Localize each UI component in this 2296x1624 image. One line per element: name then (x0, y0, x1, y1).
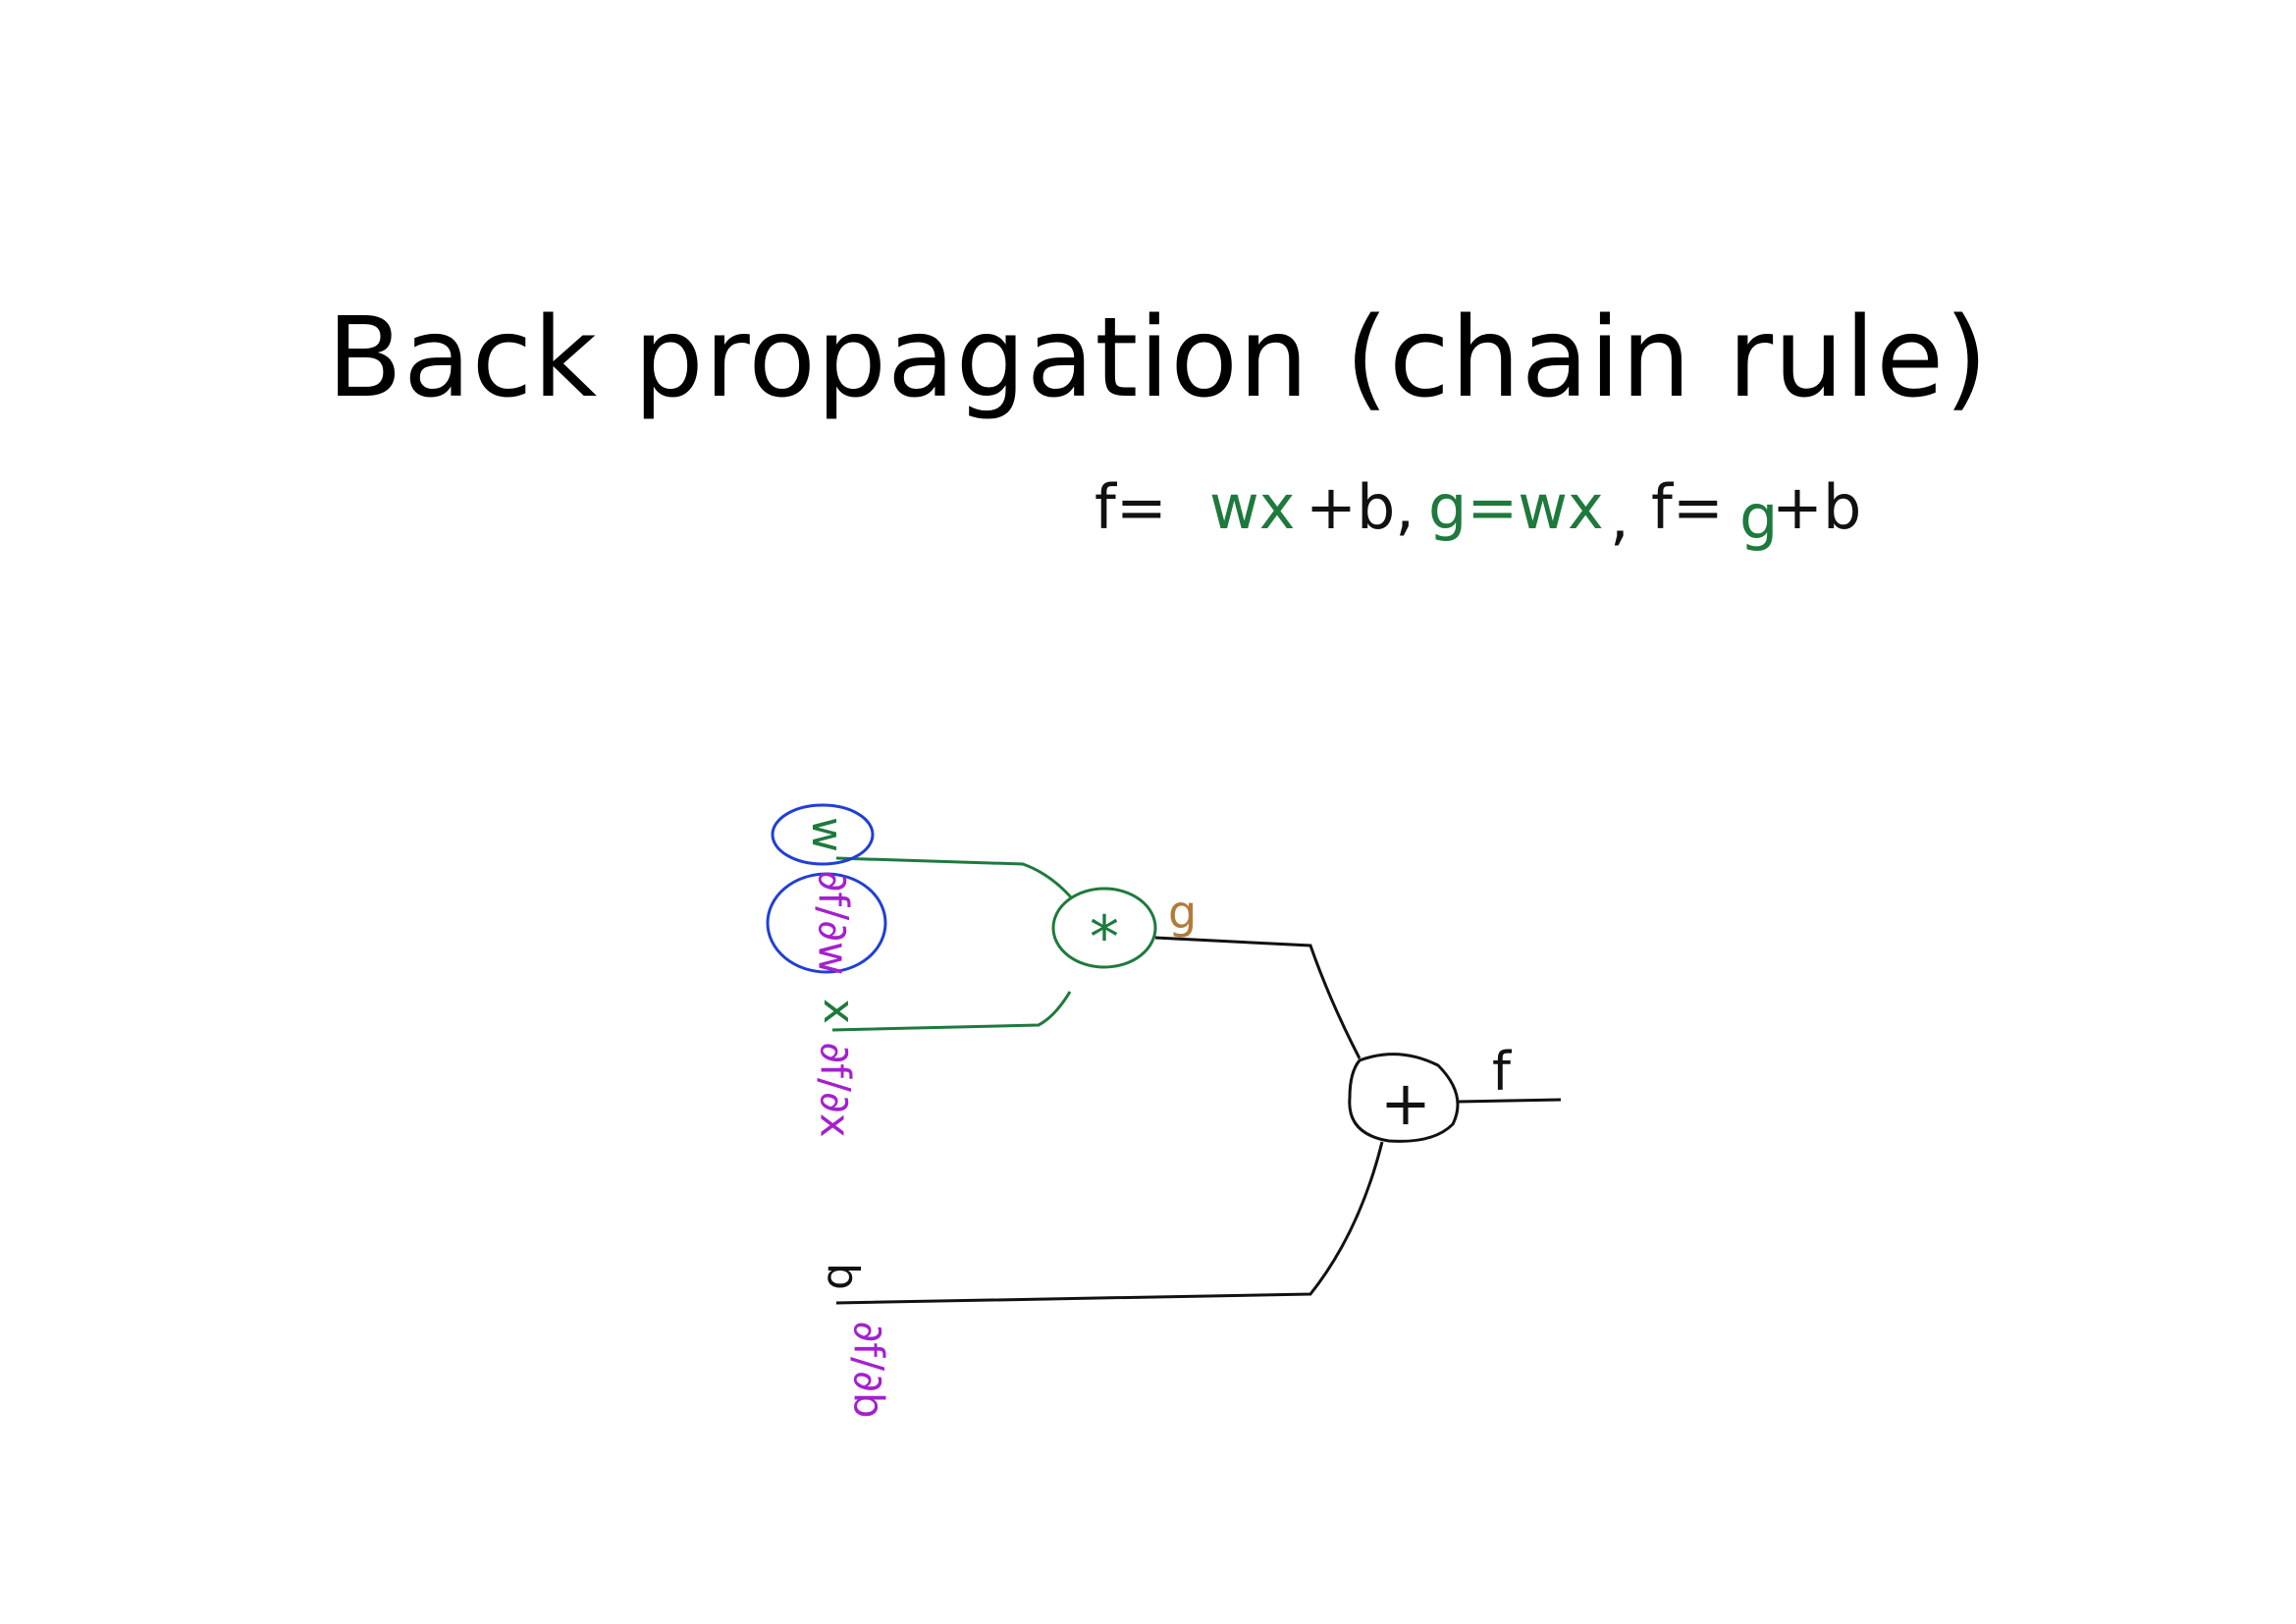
multiply-operator: * (1090, 903, 1119, 972)
equation: f= wx +b, g=wx , f= g +b (1095, 471, 1861, 553)
db-label: ∂f/∂b (845, 1321, 893, 1418)
equation-g-def: g=wx (1428, 471, 1604, 543)
equation-plus-b-2: +b (1772, 471, 1861, 543)
multiply-node: * (1051, 887, 1157, 972)
dx-label: ∂f/∂x (812, 1042, 860, 1137)
dw-highlight-circle (766, 872, 887, 974)
w-label: w (802, 817, 852, 852)
edge-add-to-output (1457, 1098, 1562, 1104)
dw-gradient: ∂f/∂w (766, 871, 887, 976)
equation-plus-b: +b, (1306, 471, 1415, 543)
equation-f-equals-2: f= (1651, 471, 1724, 543)
w-highlight-circle (771, 803, 875, 866)
add-node: + (1348, 1053, 1460, 1143)
b-label: b (818, 1263, 868, 1290)
equation-wx: wx (1209, 471, 1295, 543)
equation-separator: , (1610, 481, 1629, 553)
edge-multiply-to-add (1154, 936, 1362, 1059)
w-input: w (771, 803, 875, 866)
equation-f-equals: f= (1095, 471, 1167, 543)
edge-b-to-add (835, 1141, 1384, 1305)
dw-label: ∂f/∂w (810, 871, 858, 976)
f-label: f (1492, 1041, 1513, 1103)
x-label: x (814, 999, 864, 1024)
edge-x-to-multiply (831, 991, 1072, 1032)
g-label: g (1168, 886, 1197, 939)
slide-title: Back propagation (chain rule) (327, 295, 1989, 422)
add-operator: + (1380, 1067, 1431, 1139)
edge-w-to-multiply (835, 856, 1074, 899)
equation-g: g (1739, 481, 1778, 553)
